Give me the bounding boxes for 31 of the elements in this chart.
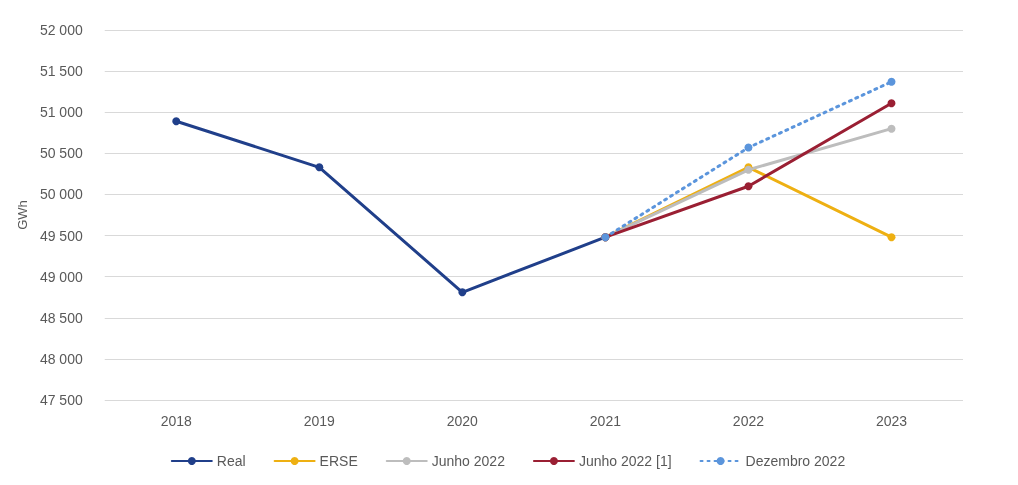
- y-tick-label: 50 000: [39, 186, 83, 203]
- x-tick-label: 2021: [589, 413, 622, 429]
- x-tick-label: 2023: [875, 413, 908, 429]
- y-axis-title: GWh: [15, 200, 30, 230]
- point: [887, 233, 896, 242]
- point: [887, 77, 896, 86]
- legend-label: ERSE: [319, 453, 358, 469]
- legend-label: Junho 2022: [431, 453, 506, 469]
- x-tick-label: 2018: [160, 413, 193, 429]
- y-tick-label: 51 500: [39, 63, 83, 80]
- y-tick-label: 48 500: [39, 309, 83, 326]
- y-tick-label: 49 500: [39, 227, 83, 244]
- y-tick-label: 48 000: [39, 350, 83, 367]
- point: [172, 117, 181, 126]
- legend-label: Real: [216, 453, 246, 469]
- y-tick-label: 51 000: [39, 104, 83, 121]
- y-tick-label: 49 000: [39, 268, 83, 285]
- point: [744, 143, 753, 152]
- point: [458, 288, 467, 297]
- point: [887, 99, 896, 108]
- legend-label: Junho 2022 [1]: [578, 453, 672, 469]
- point: [744, 182, 753, 191]
- y-tick-label: 47 500: [39, 392, 83, 408]
- point: [315, 163, 324, 172]
- x-tick-label: 2020: [446, 413, 479, 429]
- x-tick-label: 2022: [732, 413, 765, 429]
- x-tick-label: 2019: [303, 413, 336, 429]
- y-tick-label: 50 500: [39, 145, 83, 162]
- legend-label: Dezembro 2022: [745, 453, 846, 469]
- y-tick-label: 52 000: [39, 22, 83, 38]
- point: [887, 124, 896, 133]
